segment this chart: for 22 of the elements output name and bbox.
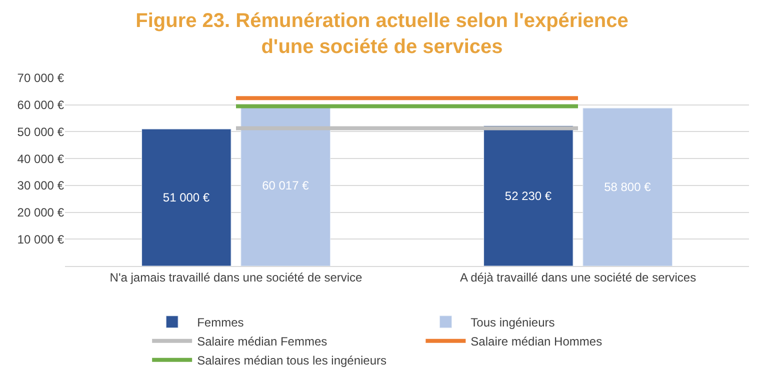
legend-label: Salaire médian Femmes	[197, 334, 328, 349]
y-tick-label: 50 000 €	[17, 124, 64, 139]
y-tick-label: 30 000 €	[17, 178, 64, 193]
y-tick-label: 20 000 €	[17, 205, 64, 220]
x-tick-label: A déjà travaillé dans une société de services	[460, 270, 696, 284]
bar	[142, 128, 232, 266]
y-tick-label: 60 000 €	[17, 98, 64, 112]
chart-title: Figure 23. Rémunération actuelle selon l'expérience d'une société de services	[136, 10, 628, 58]
bar	[484, 125, 574, 266]
data-label: 51 000 €	[162, 190, 210, 205]
data-label: 58 800 €	[604, 180, 652, 194]
data-label: 60 017 €	[262, 178, 310, 192]
legend-label: Femmes	[197, 316, 244, 330]
y-tick-label: 10 000 €	[17, 232, 64, 246]
y-tick-label: 70 000 €	[17, 71, 64, 86]
legend-label: Salaire médian Hommes	[470, 334, 602, 349]
legend-label: Salaires médian tous les ingénieurs	[197, 354, 387, 368]
y-tick-label: 40 000 €	[17, 152, 64, 166]
bar	[582, 108, 672, 266]
data-label: 52 230 €	[504, 188, 552, 203]
x-tick-label: N'a jamais travaillé dans une société de service	[110, 270, 363, 284]
legend-label: Tous ingénieurs	[470, 316, 555, 330]
